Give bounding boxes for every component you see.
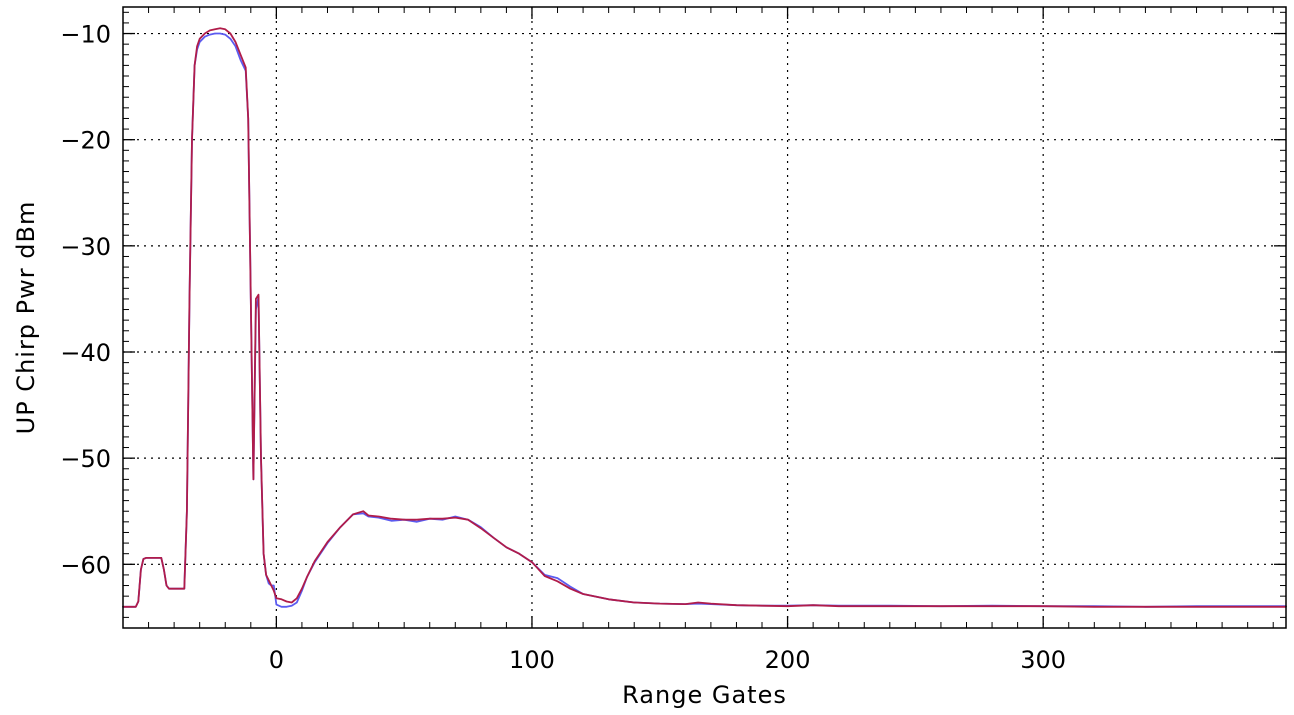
x-tick-label: 100 [509,646,555,674]
y-tick-label: −10 [60,21,111,49]
y-tick-label: −40 [60,339,111,367]
y-tick-label: −30 [60,233,111,261]
plot-frame [122,6,1287,629]
y-axis-label: UP Chirp Pwr dBm [12,201,40,435]
tick-labels: 0 100 200 300 −10 −20 −30 −40 −50 −60 [60,21,1066,674]
series-lines [122,27,1287,608]
y-tick-label: −60 [60,551,111,579]
x-tick-label: 200 [765,646,811,674]
grid-lines [123,7,1286,628]
y-tick-label: −50 [60,445,111,473]
y-tick-label: −20 [60,127,111,155]
x-tick-label: 0 [269,646,284,674]
x-axis-label: Range Gates [622,681,787,709]
x-tick-label: 300 [1020,646,1066,674]
series-line-2 [122,27,1287,608]
series-line-1 [122,32,1287,608]
minor-ticks [122,7,1286,629]
